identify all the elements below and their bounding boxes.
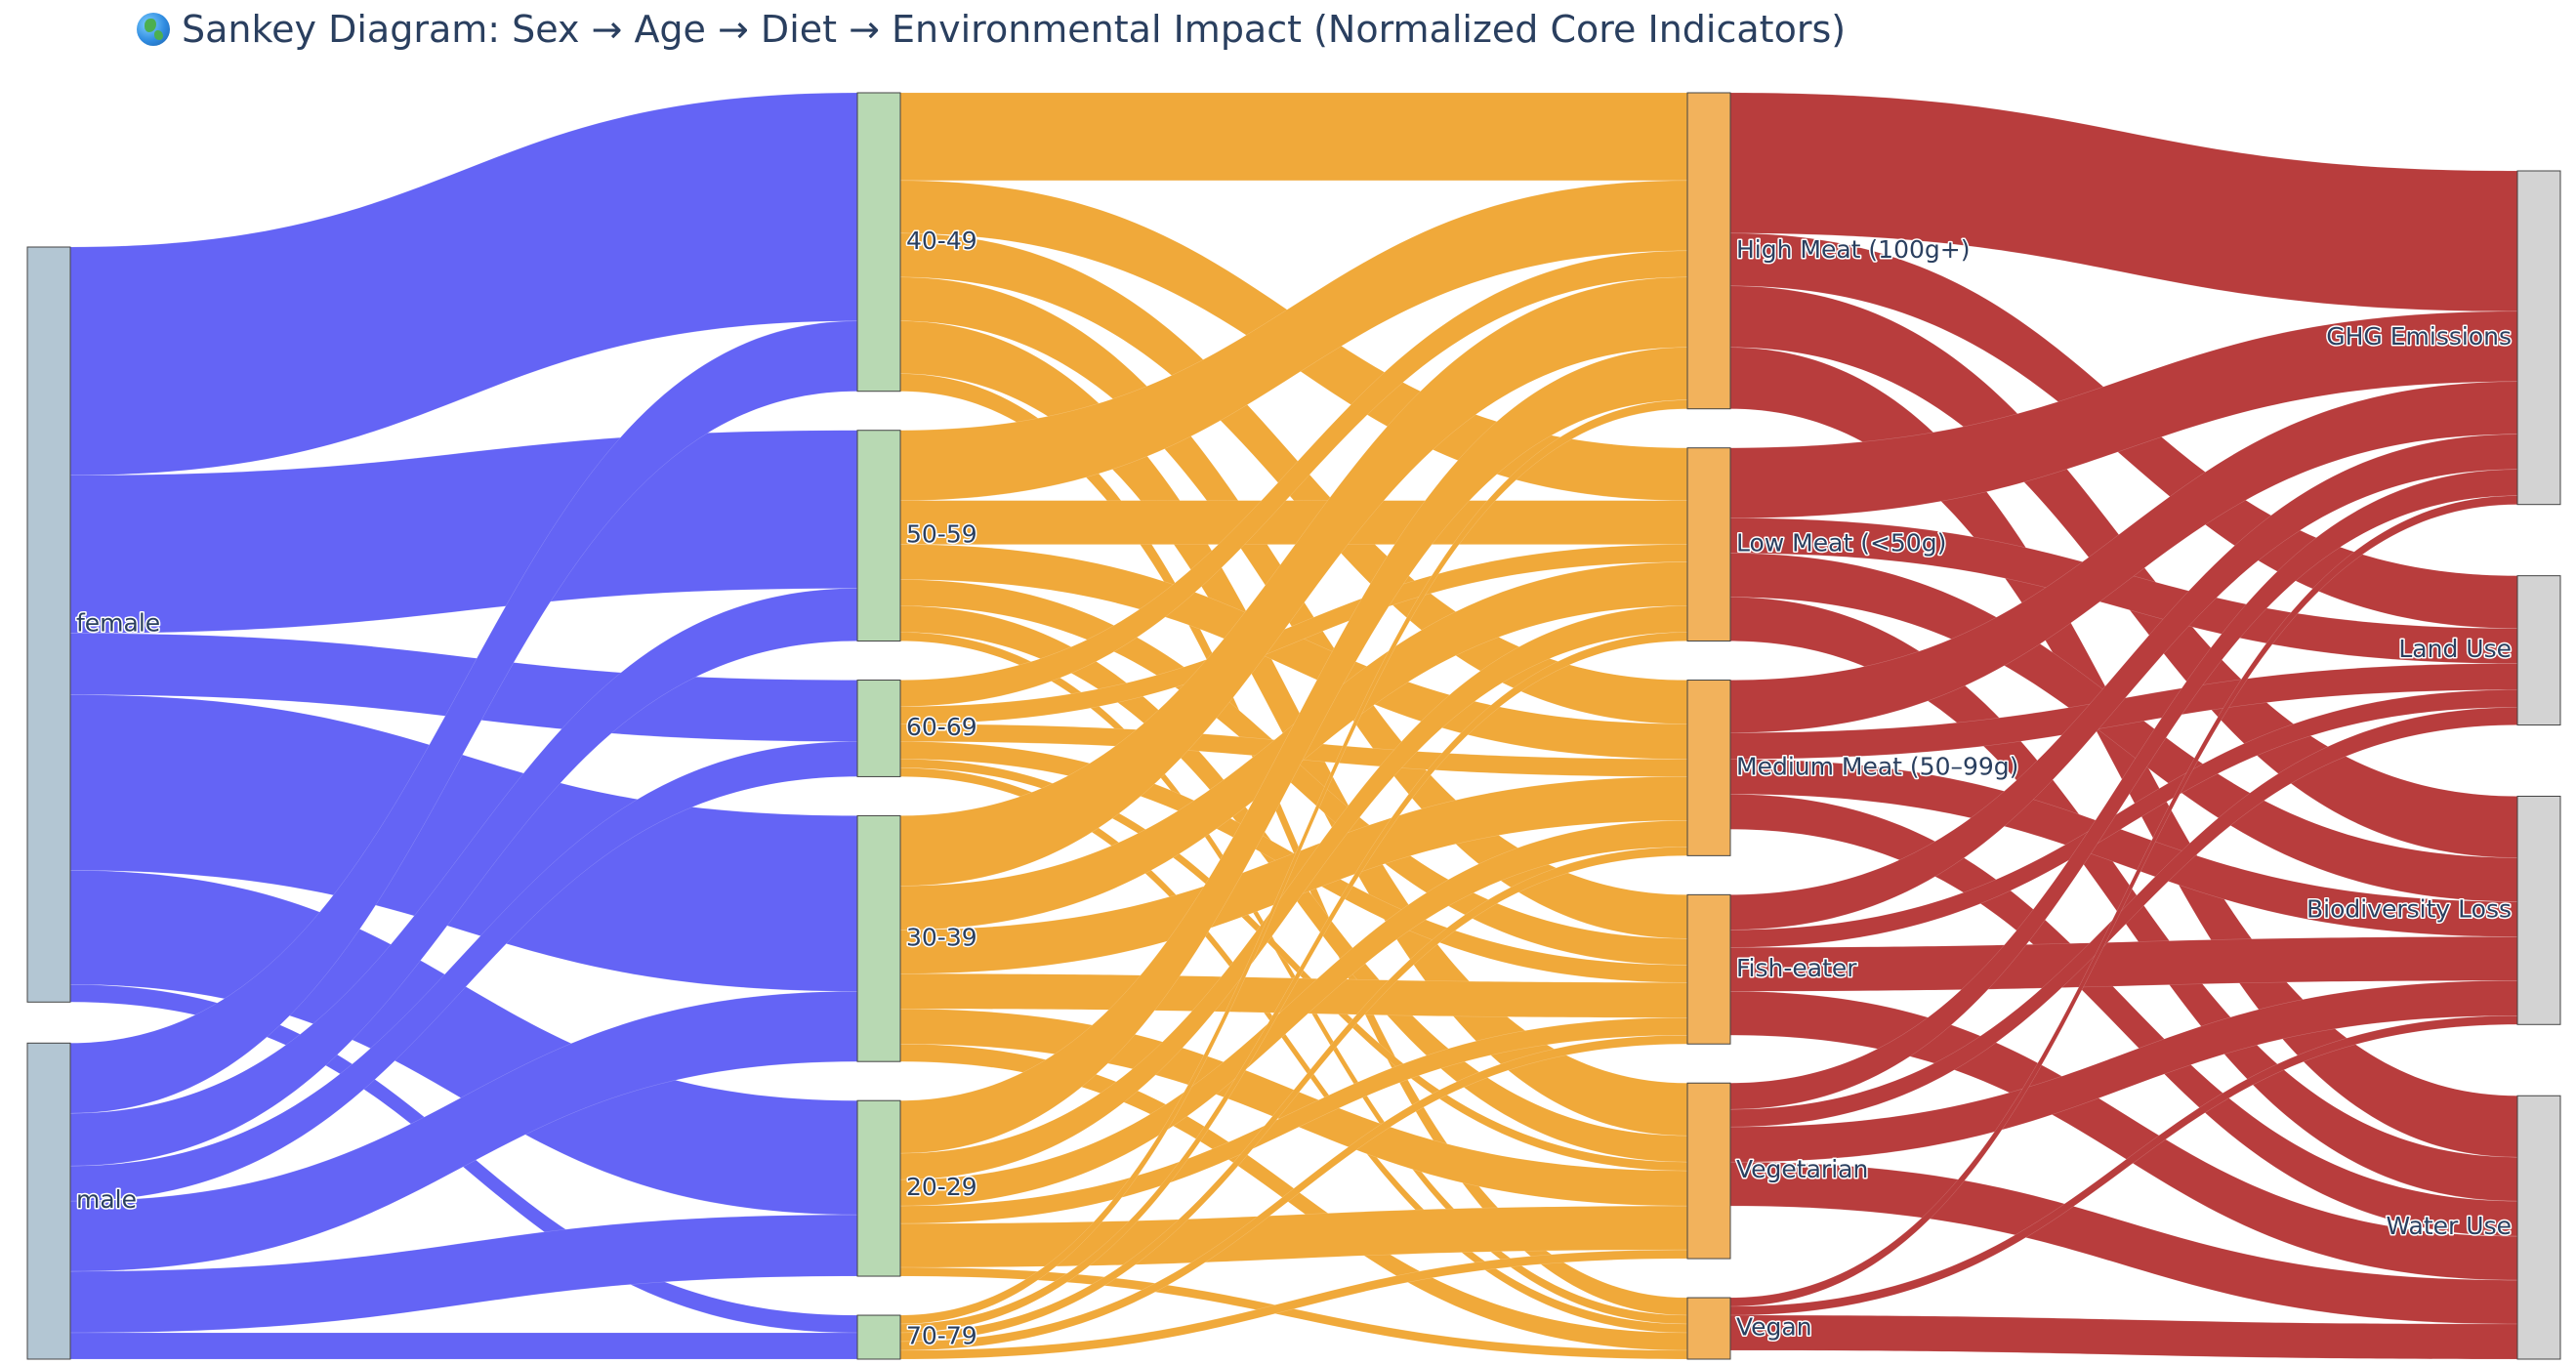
chart-title-text: Sankey Diagram: Sex → Age → Diet → Envir… bbox=[182, 8, 1847, 51]
link-vegan-to-water[interactable] bbox=[1729, 1314, 2518, 1360]
node-high[interactable] bbox=[1686, 92, 1731, 410]
chart-title: Sankey Diagram: Sex → Age → Diet → Envir… bbox=[137, 8, 1846, 51]
link-female-to-40-49[interactable] bbox=[69, 92, 858, 476]
node-label-veg: Vegetarian bbox=[1736, 1155, 1868, 1183]
node-label-30-39: 30-39 bbox=[906, 923, 977, 951]
node-female[interactable] bbox=[26, 246, 71, 1003]
node-label-medium: Medium Meat (50–99g) bbox=[1736, 752, 2018, 780]
node-label-male: male bbox=[76, 1185, 137, 1214]
link-male-to-70-79[interactable] bbox=[69, 1332, 858, 1360]
node-40-49[interactable] bbox=[856, 92, 901, 393]
node-ghg[interactable] bbox=[2516, 170, 2561, 506]
node-50-59[interactable] bbox=[856, 430, 901, 642]
node-fish[interactable] bbox=[1686, 893, 1731, 1045]
node-label-50-59: 50-59 bbox=[906, 520, 977, 549]
node-label-20-29: 20-29 bbox=[906, 1173, 977, 1201]
node-label-bio: Biodiversity Loss bbox=[2306, 894, 2512, 923]
node-20-29[interactable] bbox=[856, 1099, 901, 1277]
node-label-vegan: Vegan bbox=[1736, 1313, 1812, 1342]
sankey-nodes bbox=[26, 92, 2561, 1360]
node-male[interactable] bbox=[26, 1042, 71, 1360]
node-medium[interactable] bbox=[1686, 680, 1731, 856]
node-label-high: High Meat (100g+) bbox=[1736, 235, 1970, 264]
node-label-water: Water Use bbox=[2386, 1212, 2512, 1240]
globe-icon bbox=[137, 13, 170, 46]
link-40-49-to-high[interactable] bbox=[899, 92, 1688, 182]
node-water[interactable] bbox=[2516, 1095, 2561, 1360]
node-label-low: Low Meat (<50g) bbox=[1736, 529, 1946, 558]
node-vegan[interactable] bbox=[1686, 1297, 1731, 1360]
node-30-39[interactable] bbox=[856, 814, 901, 1062]
node-label-60-69: 60-69 bbox=[906, 713, 977, 741]
node-label-70-79: 70-79 bbox=[906, 1322, 977, 1350]
node-bio[interactable] bbox=[2516, 795, 2561, 1025]
node-veg[interactable] bbox=[1686, 1082, 1731, 1260]
node-low[interactable] bbox=[1686, 447, 1731, 642]
node-label-ghg: GHG Emissions bbox=[2326, 322, 2512, 351]
node-60-69[interactable] bbox=[856, 680, 901, 777]
node-label-fish: Fish-eater bbox=[1736, 954, 1857, 982]
node-label-land: Land Use bbox=[2398, 635, 2512, 663]
node-land[interactable] bbox=[2516, 575, 2561, 726]
node-70-79[interactable] bbox=[856, 1314, 901, 1360]
sankey-labels: female male 40-49 50-59 60-69 30-39 20-29 70-79… bbox=[75, 225, 2514, 1351]
node-label-female: female bbox=[76, 609, 160, 638]
sankey-links bbox=[69, 92, 2518, 1360]
link-50-59-to-low[interactable] bbox=[899, 500, 1688, 545]
node-label-40-49: 40-49 bbox=[906, 227, 977, 255]
